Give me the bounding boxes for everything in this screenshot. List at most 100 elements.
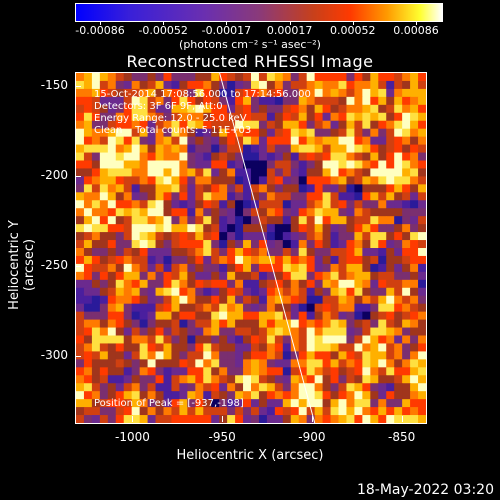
heatmap-cell	[378, 144, 387, 154]
heatmap-cell	[266, 112, 276, 122]
heatmap-cell	[155, 152, 164, 161]
heatmap-cell	[107, 192, 117, 201]
heatmap-cell	[338, 343, 347, 352]
heatmap-cell	[179, 112, 188, 122]
heatmap-cell	[274, 224, 284, 233]
heatmap-cell	[322, 383, 332, 392]
heatmap-cell	[386, 152, 395, 161]
heatmap-cell	[115, 144, 125, 154]
heatmap-cell	[314, 271, 324, 281]
heatmap-cell	[187, 351, 196, 360]
heatmap-cell	[107, 128, 117, 138]
heatmap-cell	[410, 176, 419, 185]
heatmap-cell	[362, 136, 371, 146]
heatmap-cell	[99, 391, 109, 400]
heatmap-cell	[338, 192, 347, 201]
heatmap-cell	[179, 144, 188, 154]
heatmap-cell	[163, 216, 172, 225]
heatmap-cell	[274, 255, 284, 265]
heatmap-cell	[274, 415, 284, 423]
heatmap-cell	[187, 168, 196, 177]
heatmap-cell	[131, 279, 141, 289]
heatmap-cell	[298, 399, 308, 408]
heatmap-cell	[83, 152, 93, 161]
heatmap-cell	[147, 375, 157, 384]
heatmap-cell	[91, 184, 101, 193]
heatmap-cell	[354, 415, 363, 423]
heatmap-cell	[338, 311, 347, 321]
heatmap-cell	[243, 407, 252, 416]
heatmap-cell	[163, 303, 172, 313]
heatmap-cell	[243, 232, 252, 241]
heatmap-cell	[147, 96, 157, 106]
heatmap-cell	[282, 128, 292, 138]
heatmap-cell	[290, 279, 300, 289]
heatmap-cell	[203, 335, 212, 344]
heatmap-cell	[346, 184, 355, 193]
heatmap-cell	[83, 335, 93, 344]
heatmap-cell	[266, 192, 276, 201]
heatmap-cell	[179, 184, 188, 193]
heatmap-cell	[354, 224, 363, 233]
heatmap-cell	[418, 96, 426, 106]
heatmap-cell	[251, 343, 260, 352]
heatmap-cell	[187, 335, 196, 344]
heatmap-cell	[394, 232, 403, 241]
heatmap-cell	[131, 232, 141, 241]
heatmap-cell	[91, 120, 101, 130]
heatmap-cell	[394, 399, 403, 408]
heatmap-cell	[290, 359, 300, 368]
heatmap-cell	[402, 287, 411, 297]
heatmap-cell	[322, 279, 332, 289]
heatmap-cell	[99, 343, 109, 352]
heatmap-cell	[123, 88, 133, 98]
heatmap-cell	[378, 80, 387, 90]
heatmap-cell	[227, 104, 236, 114]
heatmap-cell	[354, 248, 363, 257]
heatmap-cell	[219, 271, 228, 281]
heatmap-cell	[290, 184, 300, 193]
heatmap-cell	[314, 375, 324, 384]
heatmap-cell	[211, 335, 220, 344]
heatmap-cell	[418, 80, 426, 90]
heatmap-cell	[314, 208, 324, 217]
heatmap-cell	[107, 160, 117, 169]
heatmap-cell	[195, 224, 204, 233]
heatmap-cell	[410, 73, 419, 82]
heatmap-cell	[410, 319, 419, 329]
heatmap-cell	[139, 224, 149, 233]
heatmap-cell	[107, 279, 117, 289]
heatmap-cell	[171, 287, 180, 297]
heatmap-cell	[131, 208, 141, 217]
heatmap-cell	[402, 407, 411, 416]
heatmap-cell	[386, 120, 395, 130]
heatmap-cell	[155, 303, 164, 313]
heatmap-cell	[346, 255, 355, 265]
heatmap-cell	[115, 399, 125, 408]
heatmap-cell	[227, 184, 236, 193]
heatmap-cell	[227, 208, 236, 217]
heatmap-cell	[402, 367, 411, 376]
heatmap-cell	[187, 224, 196, 233]
heatmap-cell	[123, 319, 133, 329]
heatmap-cell	[243, 144, 252, 154]
heatmap-cell	[115, 232, 125, 241]
heatmap-cell	[227, 391, 236, 400]
heatmap-cell	[258, 112, 268, 122]
heatmap-cell	[394, 73, 403, 82]
heatmap-cell	[251, 224, 260, 233]
heatmap-cell	[298, 96, 308, 106]
heatmap-cell	[219, 128, 228, 138]
heatmap-cell	[290, 248, 300, 257]
heatmap-cell	[258, 271, 268, 281]
heatmap-cell	[107, 112, 117, 122]
heatmap-cell	[187, 152, 196, 161]
heatmap-cell	[171, 327, 180, 336]
heatmap-cell	[410, 359, 419, 368]
heatmap-cell	[314, 112, 324, 122]
heatmap-cell	[251, 192, 260, 201]
heatmap-cell	[386, 88, 395, 98]
heatmap-cell	[219, 232, 228, 241]
heatmap-cell	[91, 104, 101, 114]
heatmap-cell	[235, 96, 244, 106]
